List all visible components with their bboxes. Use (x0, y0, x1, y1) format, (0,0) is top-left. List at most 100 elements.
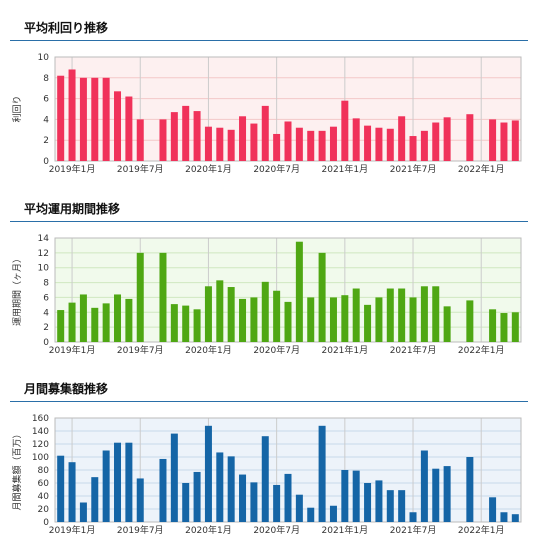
yield-section-rule (10, 40, 528, 41)
bar (68, 302, 76, 342)
bar (307, 507, 315, 522)
bar (466, 457, 474, 522)
bar (193, 309, 201, 342)
x-tick-label: 2020年7月 (253, 524, 300, 536)
bar (250, 482, 258, 522)
bar (341, 100, 349, 161)
bar (432, 468, 440, 522)
y-tick-label: 6 (43, 293, 49, 303)
bar (68, 69, 76, 161)
bar (398, 116, 406, 161)
bar (375, 127, 383, 161)
bar (204, 126, 212, 161)
bar (273, 484, 281, 522)
bar (318, 252, 326, 342)
x-tick-label: 2022年1月 (458, 344, 505, 356)
bar (125, 298, 133, 342)
bar (261, 281, 269, 342)
bar (364, 304, 372, 342)
y-tick-label: 80 (38, 466, 50, 476)
bar (91, 477, 99, 522)
bar (375, 297, 383, 342)
y-axis-label: 月間募集額（百万） (11, 429, 23, 510)
bar (182, 105, 190, 161)
bar (261, 436, 269, 522)
bar (352, 118, 360, 161)
bar (273, 133, 281, 161)
bar (91, 77, 99, 161)
bar (318, 130, 326, 161)
bar (159, 119, 167, 161)
bar (216, 280, 224, 342)
bar (341, 295, 349, 342)
x-tick-label: 2021年1月 (322, 163, 369, 175)
bar (386, 128, 394, 161)
bar (227, 287, 235, 342)
bar (136, 478, 144, 522)
bar (420, 450, 428, 522)
bar (216, 452, 224, 522)
bar (364, 125, 372, 161)
bar (182, 305, 190, 342)
bar (193, 471, 201, 522)
bar (273, 290, 281, 342)
bar (466, 114, 474, 161)
y-tick-label: 0 (43, 338, 49, 348)
x-tick-label: 2019年7月 (117, 344, 164, 356)
y-tick-label: 6 (43, 95, 49, 105)
bar (193, 111, 201, 161)
x-tick-label: 2021年1月 (322, 524, 369, 536)
bar (79, 77, 87, 161)
y-tick-label: 60 (38, 479, 50, 489)
x-tick-label: 2020年1月 (185, 524, 232, 536)
bar (79, 294, 87, 342)
bar (511, 312, 519, 342)
y-tick-label: 4 (43, 115, 49, 125)
bar (136, 252, 144, 342)
bar (125, 96, 133, 161)
bar (250, 123, 258, 161)
bar (284, 301, 292, 342)
bar (204, 425, 212, 522)
bar (79, 502, 87, 522)
bar (511, 120, 519, 161)
bar (489, 309, 497, 342)
bar (443, 306, 451, 342)
bar (216, 127, 224, 161)
bar (57, 310, 65, 342)
x-tick-label: 2019年7月 (117, 524, 164, 536)
y-tick-label: 10 (38, 264, 50, 274)
bar (352, 470, 360, 522)
y-tick-label: 2 (43, 323, 49, 333)
bar (489, 119, 497, 161)
y-axis-label: 利回り (11, 95, 23, 122)
bar (227, 129, 235, 161)
bar (329, 126, 337, 161)
x-tick-label: 2019年1月 (49, 163, 96, 175)
bar (409, 136, 417, 161)
bar (500, 313, 508, 342)
bar (125, 442, 133, 522)
x-tick-label: 2021年1月 (322, 344, 369, 356)
bar (364, 483, 372, 522)
bar (466, 300, 474, 342)
bar (432, 286, 440, 342)
y-tick-label: 4 (43, 308, 49, 318)
bar (159, 458, 167, 522)
bar (432, 122, 440, 161)
bar (295, 241, 303, 342)
bar (398, 288, 406, 342)
y-tick-label: 8 (43, 279, 49, 289)
bar (91, 307, 99, 342)
bar (386, 288, 394, 342)
bar (386, 490, 394, 522)
bar (114, 442, 122, 522)
duration-section-rule (10, 221, 528, 222)
bar (511, 514, 519, 522)
bar (409, 512, 417, 522)
duration-section-title: 平均運用期間推移 (24, 202, 121, 216)
x-tick-label: 2021年7月 (390, 524, 437, 536)
bar (398, 490, 406, 522)
bar (420, 286, 428, 342)
bar (329, 505, 337, 522)
